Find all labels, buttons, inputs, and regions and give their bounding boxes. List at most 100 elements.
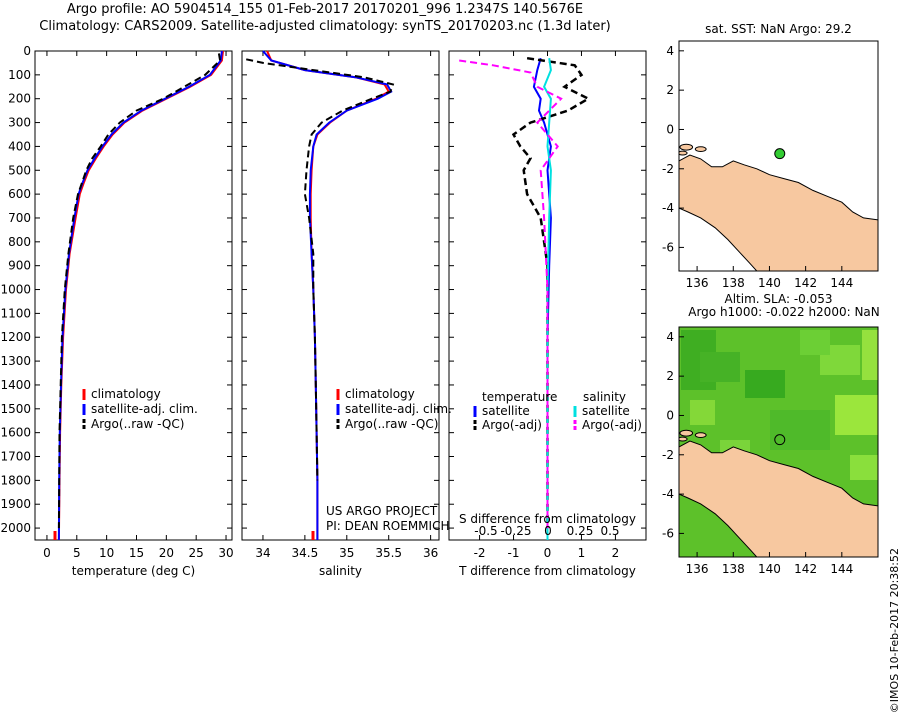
x-tick-label: 20	[159, 546, 174, 560]
x-tick-label: 140	[758, 562, 781, 576]
y-tick-label: 0	[666, 122, 674, 136]
y-tick-label: -4	[662, 201, 674, 215]
legend-label: Argo(-adj)	[582, 418, 642, 432]
x2-tick-label: 0.5	[600, 524, 619, 538]
difference-panel: -2 -1 0 1 2 T difference from climatology -0.5…	[448, 50, 647, 578]
x2-tick-label: 0	[544, 524, 552, 538]
legend-label: Argo(..raw -QC)	[91, 417, 184, 431]
series-line-climatology	[57, 50, 224, 541]
x-axis-label: T difference from climatology	[458, 564, 636, 578]
temperature-profile-frame	[34, 50, 233, 541]
sst-map-content	[679, 143, 878, 271]
island	[679, 143, 694, 151]
x-tick-label: 30	[218, 546, 233, 560]
island	[679, 150, 688, 156]
sla-map-frame	[678, 326, 879, 558]
y-tick-label: 0	[666, 408, 674, 422]
island	[679, 429, 694, 437]
sla-patch	[835, 395, 878, 435]
x-tick-label: 136	[686, 276, 709, 290]
salinity-profile-frame	[241, 50, 440, 541]
legend-title-salinity: salinity	[583, 390, 626, 404]
sla-map-panel: 136 138 140 142 144 4 2 0 -2 -4 -6	[662, 326, 879, 576]
header-line-1: Argo profile: AO 5904514_155 01-Feb-2017…	[66, 2, 584, 17]
x-tick-label: -2	[474, 546, 486, 560]
x-tick-label: 138	[722, 562, 745, 576]
x-tick-label: 144	[830, 276, 853, 290]
y-tick-label: -6	[662, 240, 674, 254]
x-tick-label: 142	[794, 276, 817, 290]
series-line-argo-raw-qc-	[57, 53, 222, 529]
x2-axis-label: S difference from climatology	[459, 512, 636, 526]
x-tick-label: -1	[508, 546, 520, 560]
series-line-argo-raw-qc-	[245, 58, 395, 481]
x-tick-label: 10	[99, 546, 114, 560]
legend-label: Argo(..raw -QC)	[345, 417, 438, 431]
sla-patch	[770, 410, 830, 450]
y-tick-label: 400	[8, 139, 31, 153]
sla-patch	[700, 352, 740, 382]
x2-tick-label: 0.25	[567, 524, 594, 538]
salinity-panel: 34 34.5 35 35.5 36 salinity climatologysatelli…	[241, 50, 452, 578]
y-tick-label: 1900	[0, 497, 31, 511]
legend-label: climatology	[345, 387, 415, 401]
island	[694, 146, 707, 152]
y-tick-label: 1700	[0, 450, 31, 464]
legend-label: satellite-adj. clim.	[91, 402, 198, 416]
y-tick-label: 300	[8, 116, 31, 130]
series-line-satellite-adj-clim-	[262, 50, 393, 540]
annotation-project: US ARGO PROJECT	[326, 504, 438, 518]
x-tick-label: 36	[423, 546, 438, 560]
x-axis-label: temperature (deg C)	[72, 564, 195, 578]
x-tick-label: 25	[189, 546, 204, 560]
x-axis-label: salinity	[319, 564, 362, 578]
y-tick-label: 2	[666, 83, 674, 97]
y-tick-label: 700	[8, 211, 31, 225]
legend-label: satellite-adj. clim.	[345, 402, 452, 416]
y-tick-label: 200	[8, 92, 31, 106]
y-tick-label: 900	[8, 259, 31, 273]
y-tick-label: 2	[666, 369, 674, 383]
legend-title-temperature: temperature	[482, 390, 557, 404]
x-tick-label: 0	[43, 546, 51, 560]
y-tick-label: 800	[8, 235, 31, 249]
y-tick-label: 600	[8, 187, 31, 201]
sst-map-panel: 136 138 140 142 144 4 2 0 -2 -4 -6	[662, 40, 879, 290]
x-tick-label: 34.5	[292, 546, 319, 560]
island	[694, 432, 707, 438]
x-tick-label: 35.5	[375, 546, 402, 560]
temperature-panel: 0 5 10 15 20 25 30 temperature (deg C) 0 100 200 30…	[0, 44, 233, 578]
series-line-salinity-argo-adj-	[459, 59, 563, 529]
legend-label: satellite	[582, 404, 630, 418]
legend-label: climatology	[91, 387, 161, 401]
x-tick-label: 144	[830, 562, 853, 576]
sla-patch	[862, 330, 878, 380]
y-tick-label: 4	[666, 330, 674, 344]
x2-tick-label: -0.25	[500, 524, 531, 538]
island	[679, 436, 688, 442]
x-tick-label: 15	[129, 546, 144, 560]
x-tick-label: 142	[794, 562, 817, 576]
series-line-satellite-adj-clim-	[57, 50, 223, 541]
argo-float-marker	[774, 434, 786, 446]
header-line-2: Climatology: CARS2009. Satellite-adjuste…	[39, 19, 611, 34]
x-tick-label: 1	[578, 546, 586, 560]
y-tick-label: 2000	[0, 521, 31, 535]
legend-label: satellite	[482, 404, 530, 418]
y-tick-label: 1500	[0, 402, 31, 416]
y-tick-label: 100	[8, 68, 31, 82]
x-tick-label: 2	[612, 546, 620, 560]
sla-patch	[690, 400, 715, 425]
land-mass	[679, 440, 878, 557]
annotation-pi: PI: DEAN ROEMMICH	[326, 519, 449, 533]
imos-timestamp: ©IMOS 10-Feb-2017 20:38:52	[888, 548, 900, 713]
y-tick-label: 0	[23, 44, 31, 58]
y-tick-label: 1000	[0, 283, 31, 297]
y-tick-label: -6	[662, 526, 674, 540]
sla-patch	[800, 330, 830, 355]
y-tick-label: 500	[8, 163, 31, 177]
sla-map-title-2: Argo h1000: -0.022 h2000: NaN	[688, 305, 880, 319]
x-tick-label: 138	[722, 276, 745, 290]
y-tick-label: 1400	[0, 378, 31, 392]
